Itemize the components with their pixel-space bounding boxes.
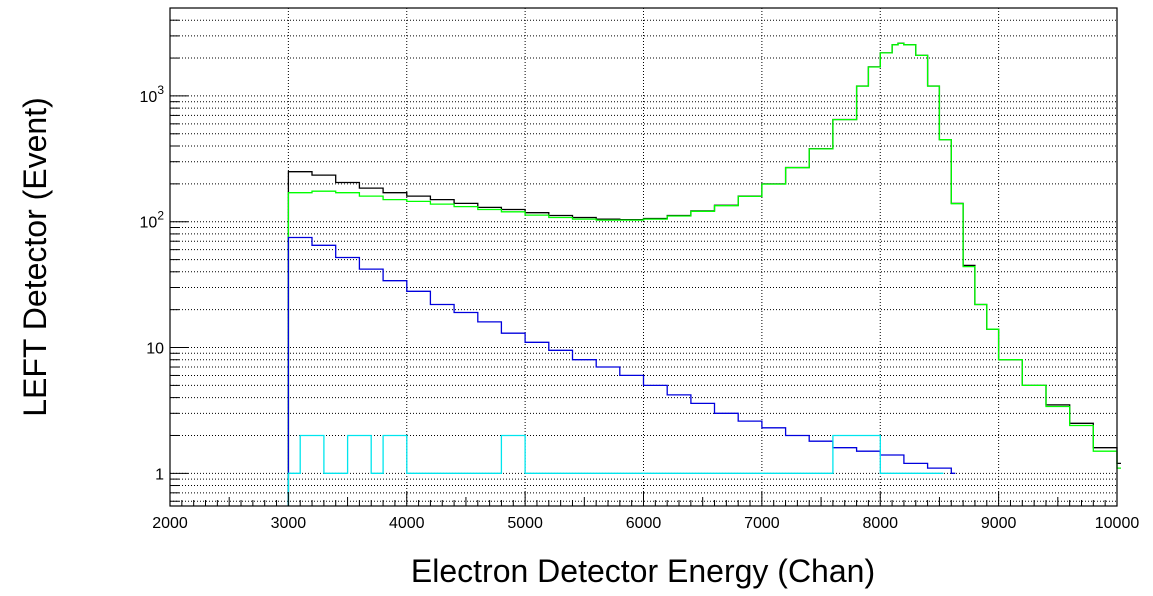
x-tick-label: 5000 [507,515,543,532]
y-tick-exponent: 2 [157,209,164,223]
y-axis-title: LEFT Detector (Event) [17,97,53,417]
x-tick-label: 7000 [744,515,780,532]
x-tick-label: 3000 [271,515,307,532]
series-line-3 [287,434,944,506]
x-tick-label: 9000 [981,515,1017,532]
y-tick-label: 102 [140,209,165,232]
axis-ticks [169,19,1118,506]
series-line-2 [287,236,956,506]
series-line-1 [287,42,1121,506]
grid [170,8,1117,506]
x-tick-label: 8000 [862,515,898,532]
y-tick-label: 1 [155,466,164,483]
x-tick-label: 2000 [152,515,188,532]
plot-series [287,42,1121,506]
y-tick-label: 10 [146,341,164,358]
y-tick-exponent: 3 [157,83,164,97]
y-tick-label: 103 [140,83,165,106]
series-line-0 [287,42,1121,506]
x-tick-label: 6000 [626,515,662,532]
axis-labels: 2000 3000 4000 5000 6000 7000 8000 9000 10000 1 10… [140,83,1140,532]
x-tick-label: 10000 [1095,515,1140,532]
x-tick-label: 4000 [389,515,425,532]
x-axis-title: Electron Detector Energy (Chan) [411,553,875,589]
